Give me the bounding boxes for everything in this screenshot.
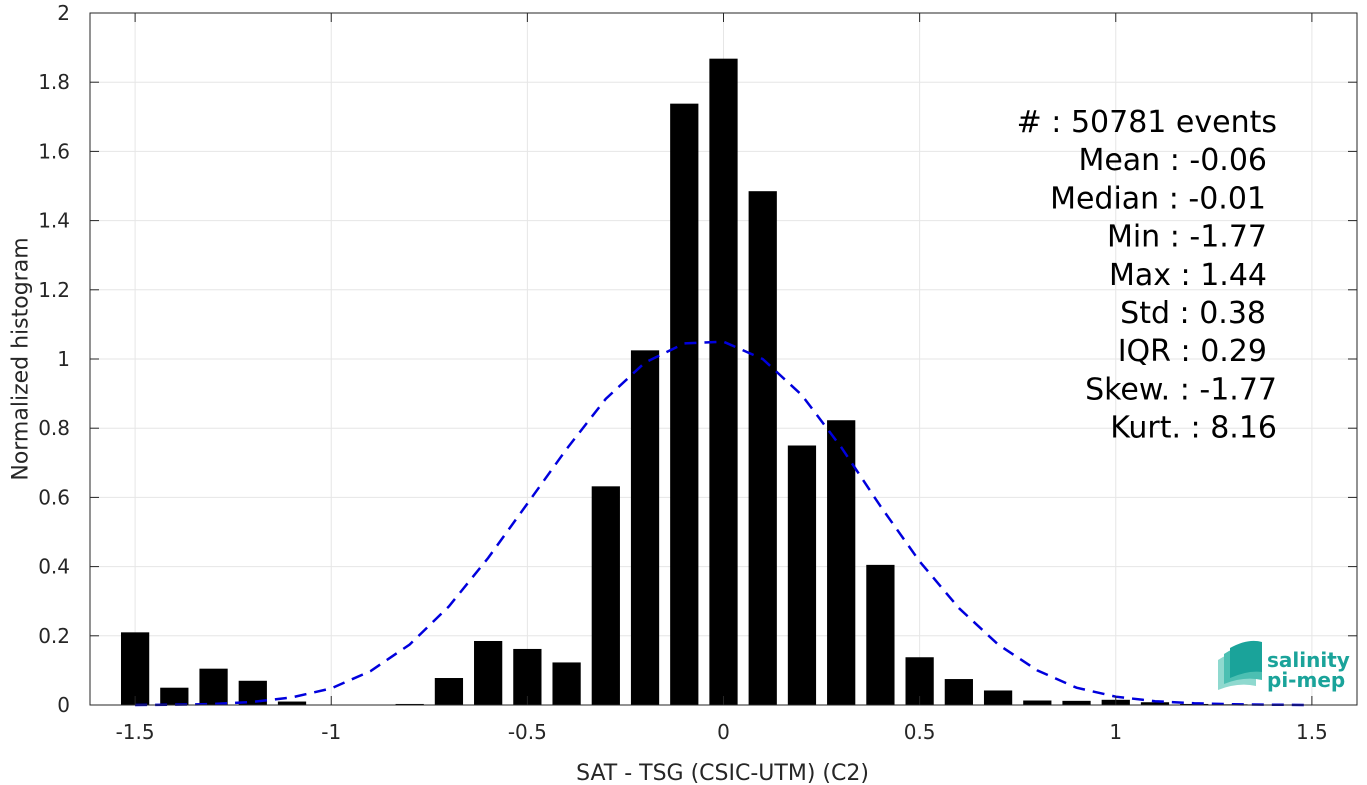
logo-text-line2: pi-mep <box>1267 668 1345 692</box>
bar-16 <box>748 191 777 705</box>
stat-line: # : 50781 events <box>1017 105 1277 140</box>
bar-1 <box>160 687 189 705</box>
bar-11 <box>552 662 581 705</box>
stat-line: Median : -0.01 <box>1050 181 1266 216</box>
bar-18 <box>827 420 856 705</box>
bar-22 <box>983 690 1013 705</box>
logo-text-line1: salinity <box>1267 648 1350 672</box>
x-tick-label: 0.5 <box>904 720 936 744</box>
y-tick-label: 1 <box>57 347 70 371</box>
histogram-bars <box>120 58 1287 706</box>
y-tick-label: 1.8 <box>38 70 70 94</box>
y-tick-label: 0.4 <box>38 555 70 579</box>
bar-10 <box>513 648 542 705</box>
y-tick-label: 1.4 <box>38 209 70 233</box>
x-tick-label: -1.5 <box>116 720 155 744</box>
bar-13 <box>630 350 660 705</box>
x-tick-label: 1.5 <box>1296 720 1328 744</box>
bar-12 <box>591 486 620 705</box>
stat-line: Min : -1.77 <box>1107 220 1267 255</box>
bar-9 <box>474 640 503 705</box>
bar-17 <box>787 445 817 705</box>
stat-line: Max : 1.44 <box>1109 258 1267 293</box>
stat-line: Mean : -0.06 <box>1078 143 1267 178</box>
logo-wave-icon <box>1218 640 1262 690</box>
bar-26 <box>1140 702 1170 705</box>
bar-19 <box>866 564 895 705</box>
x-tick-label: -0.5 <box>508 720 547 744</box>
y-tick-label: 1.6 <box>38 139 70 163</box>
bar-4 <box>277 701 307 705</box>
bar-21 <box>944 679 973 705</box>
bar-14 <box>670 103 699 706</box>
bar-7 <box>395 703 424 705</box>
bar-23 <box>1023 700 1052 705</box>
y-tick-label: 0.6 <box>38 485 70 509</box>
bar-8 <box>434 678 464 705</box>
axis-ticks <box>90 12 1357 706</box>
y-tick-label: 2 <box>57 1 70 25</box>
x-tick-labels: -1.5 -1 -0.5 0 0.5 1 1.5 <box>116 720 1328 744</box>
stat-line: Std : 0.38 <box>1120 296 1266 331</box>
y-tick-label: 0.8 <box>38 416 70 440</box>
y-tick-label: 0.2 <box>38 624 70 648</box>
x-tick-label: -1 <box>321 720 341 744</box>
y-tick-label: 1.2 <box>38 278 70 302</box>
y-tick-labels: 0 0.2 0.4 0.6 0.8 1 1.2 1.4 1.6 1.8 2 <box>38 1 70 717</box>
x-tick-label: 0 <box>717 720 730 744</box>
x-axis-label: SAT - TSG (CSIC-UTM) (C2) <box>576 761 869 785</box>
bar-24 <box>1062 700 1091 705</box>
bar-0 <box>120 632 150 705</box>
bar-2 <box>199 668 228 705</box>
x-tick-label: 1 <box>1109 720 1122 744</box>
stat-line: Kurt. : 8.16 <box>1110 411 1277 446</box>
bar-15 <box>709 58 738 706</box>
y-axis-label: Normalized histogram <box>9 237 34 480</box>
stat-line: Skew. : -1.77 <box>1085 372 1277 407</box>
y-tick-label: 0 <box>57 693 70 717</box>
stat-line: IQR : 0.29 <box>1118 334 1267 369</box>
salinity-pi-mep-logo: salinity pi-mep <box>1218 640 1350 692</box>
